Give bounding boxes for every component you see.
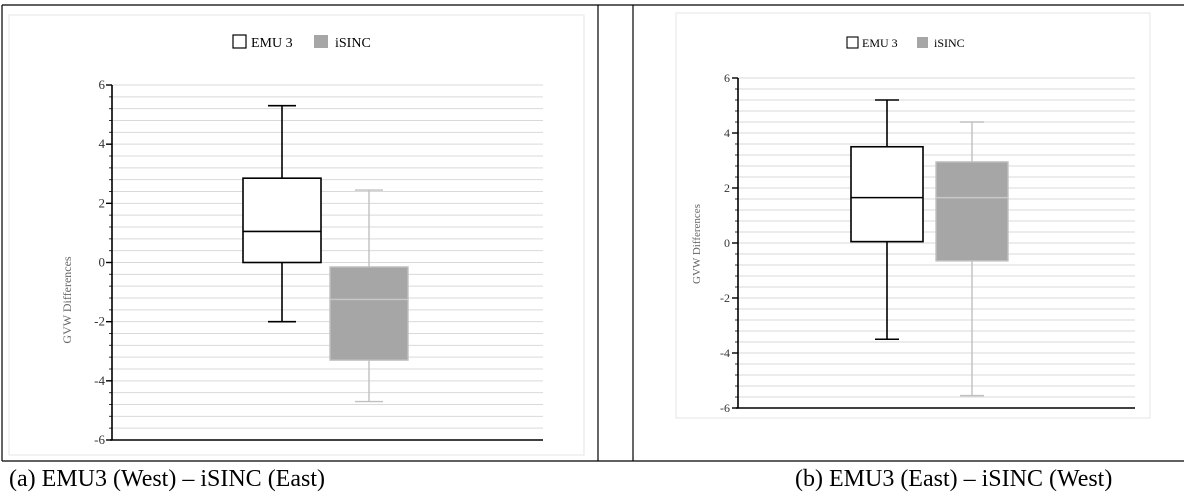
y-tick-label: 0 [99, 255, 106, 270]
box-emu3 [242, 177, 322, 264]
legend-a-label-emu3: EMU 3 [251, 36, 293, 51]
chart-a-y-axis-label: GVW Differences [60, 256, 74, 344]
chart-b-legend: EMU 3 iSINC [846, 36, 965, 50]
y-tick-label: -6 [94, 432, 105, 447]
legend-a-label-isinc: iSINC [335, 36, 371, 51]
y-tick-label: 4 [724, 126, 730, 140]
chart-b-axes [732, 77, 1135, 409]
y-tick-label: -2 [94, 314, 105, 329]
y-tick-label: 6 [99, 77, 106, 92]
legend-b-label-isinc: iSINC [934, 36, 965, 50]
chart-b-gridlines [738, 77, 1135, 398]
y-tick-label: 2 [99, 195, 106, 210]
chart-b-y-ticks: 6 4 2 0 -2 -4 -6 [720, 71, 730, 415]
chart-a-legend: EMU 3 iSINC [232, 34, 371, 51]
box-isinc [329, 266, 409, 361]
chart-a-y-ticks: 6 4 2 0 -2 -4 -6 [94, 77, 105, 447]
y-tick-label: -4 [94, 373, 105, 388]
chart-b-y-axis-label: GVW Differences [691, 204, 703, 284]
caption-b: (b) EMU3 (East) – iSINC (West) [795, 466, 1113, 492]
box-emu3 [850, 145, 924, 243]
chart-a-axes [106, 84, 543, 441]
chart-panel-b: 6 4 2 0 -2 -4 -6 GVW Differences EMU 3 iSINC [675, 12, 1151, 419]
legend-b-swatch-isinc [917, 37, 928, 48]
y-tick-label: 4 [99, 136, 106, 151]
y-tick-label: 0 [724, 236, 730, 250]
y-tick-label: -4 [720, 346, 730, 360]
legend-b-swatch-emu3 [846, 36, 859, 49]
chart-b-boxes [850, 99, 1009, 397]
chart-a-gridlines [112, 84, 543, 429]
chart-panel-a: 6 4 2 0 -2 -4 -6 GVW Differences EMU 3 iSINC [8, 14, 585, 456]
y-tick-label: 6 [724, 71, 730, 85]
legend-a-swatch-emu3 [232, 34, 247, 49]
y-tick-label: 2 [724, 181, 730, 195]
chart-a-boxes [242, 104, 409, 403]
box-isinc [935, 161, 1009, 262]
legend-a-swatch-isinc [314, 35, 328, 48]
legend-b-label-emu3: EMU 3 [862, 36, 898, 50]
y-tick-label: -6 [720, 401, 730, 415]
caption-a: (a) EMU3 (West) – iSINC (East) [9, 466, 325, 492]
y-tick-label: -2 [720, 291, 730, 305]
